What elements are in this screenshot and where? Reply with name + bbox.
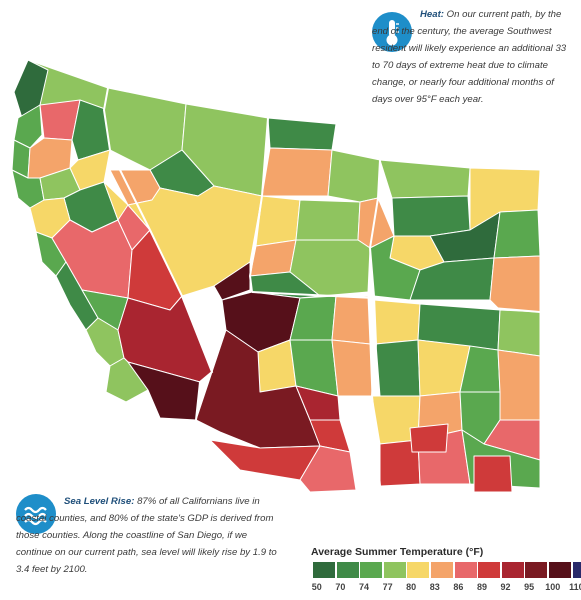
legend-label: 89 [476,582,487,592]
nevada [103,87,269,301]
legend-label: 70 [335,582,346,592]
sea-text: 87% of all Californians live in coastal … [16,496,277,575]
heat-icon-circle [372,12,412,52]
california [11,59,213,421]
sea-label: Sea Level Rise: [64,496,135,507]
legend-label: 86 [453,582,464,592]
legend-swatch [407,562,430,578]
legend-title: Average Summer Temperature (°F) [311,546,484,558]
sea-callout: Sea Level Rise: 87% of all Californians … [16,493,278,578]
legend-label: 110 [569,582,581,592]
legend-label: 95 [524,582,535,592]
legend-label: 83 [429,582,440,592]
water-waves-icon [24,506,47,526]
legend-swatch [383,562,406,578]
legend-swatch [360,562,383,578]
colorado [369,159,541,313]
arizona [195,291,373,493]
legend-swatch [336,562,359,578]
legend-label: 80 [406,582,417,592]
legend-swatch [454,562,477,578]
legend-swatch [525,562,548,578]
legend-swatch [501,562,524,578]
legend-label: 77 [382,582,393,592]
legend-label: 50 [311,582,322,592]
utah [249,117,395,299]
legend-swatch [313,562,335,578]
new-mexico [371,299,541,493]
heat-label: Heat: [420,9,444,20]
legend-swatch [548,562,571,578]
heat-callout: Heat: On our current path, by the end of… [372,6,576,108]
legend-label: 92 [500,582,511,592]
legend-swatch [572,562,581,578]
sea-icon-circle [16,494,56,534]
legend-labels: 50 70 74 77 80 83 86 89 92 95 100 110 [305,582,581,592]
legend-swatch [478,562,501,578]
heat-text: On our current path, by the end of the c… [372,9,567,105]
legend-swatches [313,562,581,578]
legend-label: 74 [358,582,369,592]
legend-swatch [430,562,453,578]
thermometer-icon [386,20,399,46]
legend-label: 100 [545,582,561,592]
